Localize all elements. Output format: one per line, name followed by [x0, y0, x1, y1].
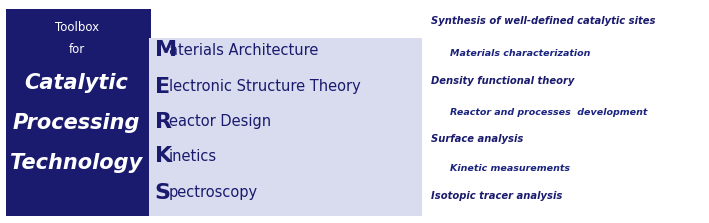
Text: S: S [155, 183, 171, 203]
Text: aterials Architecture: aterials Architecture [169, 43, 318, 58]
Text: Toolbox: Toolbox [55, 21, 99, 34]
Text: pectroscopy: pectroscopy [169, 185, 258, 200]
Text: M: M [155, 40, 177, 60]
FancyBboxPatch shape [149, 38, 422, 216]
Text: for: for [69, 43, 84, 56]
Text: Surface analysis: Surface analysis [431, 134, 523, 144]
FancyBboxPatch shape [6, 9, 151, 216]
Text: eactor Design: eactor Design [169, 114, 271, 129]
Text: Materials characterization: Materials characterization [450, 49, 591, 58]
Text: Isotopic tracer analysis: Isotopic tracer analysis [431, 191, 562, 201]
Text: Catalytic: Catalytic [25, 72, 128, 93]
Text: Technology: Technology [11, 153, 143, 173]
Text: Density functional theory: Density functional theory [431, 76, 574, 86]
Text: inetics: inetics [169, 149, 217, 164]
Text: Processing: Processing [13, 113, 140, 133]
Text: E: E [155, 77, 169, 97]
Text: lectronic Structure Theory: lectronic Structure Theory [169, 79, 360, 95]
Text: Kinetic measurements: Kinetic measurements [450, 164, 570, 173]
Text: Reactor and processes  development: Reactor and processes development [450, 108, 647, 117]
Text: R: R [155, 112, 172, 132]
Text: K: K [155, 146, 172, 166]
Text: Synthesis of well-defined catalytic sites: Synthesis of well-defined catalytic site… [431, 16, 656, 26]
